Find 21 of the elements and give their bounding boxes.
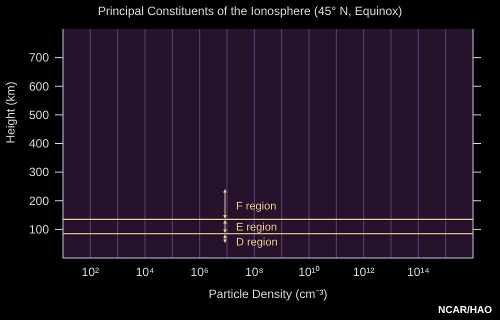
annotation: F region <box>236 200 276 212</box>
x-tick-label: 10⁴ <box>136 265 154 279</box>
x-tick-label: 10¹⁰ <box>298 265 320 279</box>
x-axis-title: Particle Density (cm⁻³) <box>208 287 328 301</box>
x-tick-label: 10⁸ <box>245 265 264 279</box>
x-tick-label: 10⁶ <box>190 265 209 279</box>
y-tick-label: 500 <box>28 108 50 122</box>
x-tick-label: 10¹² <box>352 265 374 279</box>
y-tick-label: 300 <box>28 165 50 180</box>
y-tick-label: 100 <box>28 222 50 236</box>
x-tick-label: 10¹⁴ <box>407 265 430 279</box>
annotation: D region <box>236 236 278 249</box>
x-tick-label: 10² <box>82 265 100 279</box>
y-tick-label: 600 <box>28 79 50 94</box>
y-axis-title: Height (km) <box>3 81 18 144</box>
y-tick-label: 700 <box>28 50 50 65</box>
y-tick-label: 400 <box>28 136 50 150</box>
y-tick-label: 200 <box>28 194 50 208</box>
annotation: E region <box>236 222 277 234</box>
chart-title: Principal Constituents of the Ionosphere (45° N, Equinox) <box>96 4 404 18</box>
text: NCAR/HAO <box>438 305 492 316</box>
